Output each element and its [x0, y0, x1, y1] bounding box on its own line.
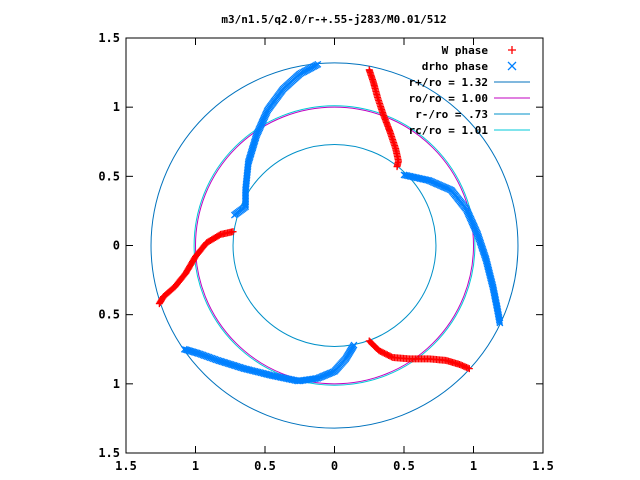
- legend-r-plus-label: r+/ro = 1.32: [409, 76, 488, 89]
- w-phase-arm: [365, 337, 473, 373]
- r-plus-circle: [150, 62, 519, 429]
- legend-w-phase-symbol: [508, 46, 516, 54]
- x-tick-label: 1.5: [532, 459, 554, 473]
- r-c-circle: [193, 105, 476, 386]
- drho-phase-arm: [400, 171, 504, 327]
- y-tick-label: 1.5: [98, 31, 120, 45]
- y-tick-label: 1.5: [98, 446, 120, 460]
- legend-drho-phase-label: drho phase: [422, 60, 489, 73]
- y-tick-labels: 1.5 1 0.5 0 0.5 1 1.5: [98, 31, 120, 460]
- drho-phase-point: [182, 346, 190, 354]
- y-tick-label: 1: [113, 377, 120, 391]
- y-tick-label: 0.5: [98, 308, 120, 322]
- marker-series: [155, 60, 504, 385]
- circle-series: [150, 62, 519, 429]
- drho-phase-point: [496, 319, 504, 327]
- drho-phase-point: [230, 211, 238, 219]
- y-tick-label: 0: [113, 239, 120, 253]
- y-tick-label: 1: [113, 100, 120, 114]
- x-tick-label: 0.5: [393, 459, 415, 473]
- w-phase-arm: [155, 228, 237, 308]
- w-phase-point: [155, 300, 163, 308]
- axis-ticks: [125, 37, 544, 454]
- drho-phase-point: [180, 345, 188, 353]
- x-tick-labels: 1.5 1 0.5 0 0.5 1 1.5: [115, 459, 554, 473]
- legend-w-phase-label: W phase: [442, 44, 489, 57]
- w-phase-arm: [365, 66, 402, 171]
- r-minus-circle: [232, 144, 437, 347]
- x-tick-label: 0: [331, 459, 338, 473]
- x-tick-label: 0.5: [254, 459, 276, 473]
- y-tick-label: 0.5: [98, 169, 120, 183]
- legend-r-minus-label: r-/ro = .73: [415, 108, 488, 121]
- drho-phase-arm: [230, 60, 322, 219]
- legend: W phase drho phase r+/ro = 1.32 ro/ro = 1.0…: [409, 44, 530, 137]
- w-phase-point: [393, 163, 401, 171]
- chart-title: m3/n1.5/q2.0/r-+.55-j283/M0.01/512: [221, 13, 446, 26]
- legend-drho-phase-symbol: [507, 61, 517, 71]
- drho-phase-point: [496, 317, 504, 325]
- drho-phase-point: [242, 200, 249, 208]
- drho-phase-arm: [180, 341, 358, 385]
- legend-r-c-label: rc/ro = 1.01: [409, 124, 489, 137]
- r-o-circle: [195, 106, 474, 385]
- x-tick-label: 1.5: [115, 459, 137, 473]
- w-phase-point: [156, 298, 164, 306]
- x-tick-label: 1: [470, 459, 477, 473]
- x-tick-label: 1: [192, 459, 199, 473]
- legend-r-o-label: ro/ro = 1.00: [409, 92, 488, 105]
- w-phase-point: [465, 365, 473, 373]
